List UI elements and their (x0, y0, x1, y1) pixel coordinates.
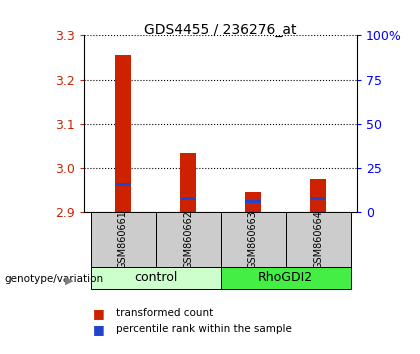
Bar (310, 179, 326, 212)
Text: RhoGDI2: RhoGDI2 (258, 272, 313, 284)
Text: ■: ■ (92, 307, 104, 320)
Bar (115, 183, 131, 186)
Text: percentile rank within the sample: percentile rank within the sample (116, 324, 291, 334)
Text: ▶: ▶ (65, 275, 73, 285)
Bar (90, 212, 155, 267)
Bar (180, 153, 196, 212)
Bar (155, 212, 220, 267)
Text: GSM860664: GSM860664 (313, 210, 323, 269)
Text: GSM860661: GSM860661 (118, 210, 128, 269)
Bar (220, 267, 351, 289)
Bar (115, 55, 131, 212)
Bar (245, 193, 261, 212)
Text: ■: ■ (92, 323, 104, 336)
Bar (180, 197, 196, 200)
Text: GSM860662: GSM860662 (183, 210, 193, 269)
Text: transformed count: transformed count (116, 308, 213, 318)
Text: GSM860663: GSM860663 (248, 210, 258, 269)
Bar (220, 212, 286, 267)
Text: genotype/variation: genotype/variation (4, 274, 103, 284)
Bar (245, 200, 261, 203)
Text: GDS4455 / 236276_at: GDS4455 / 236276_at (144, 23, 297, 37)
Text: control: control (134, 272, 177, 284)
Bar (90, 267, 220, 289)
Bar (286, 212, 351, 267)
Bar (310, 197, 326, 200)
